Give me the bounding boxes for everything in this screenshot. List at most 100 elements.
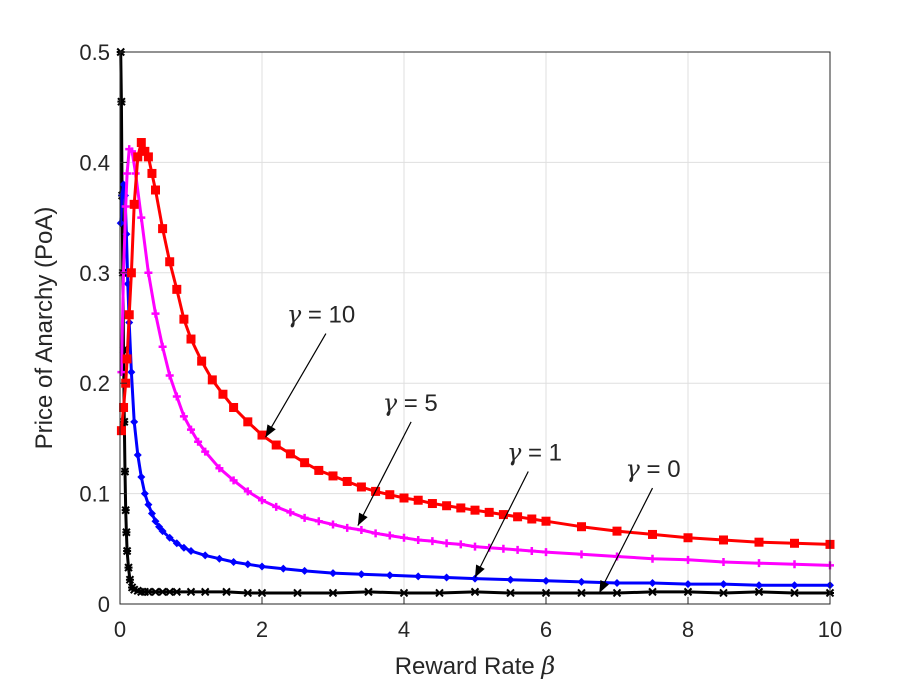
data-point bbox=[683, 533, 693, 543]
data-point bbox=[222, 587, 231, 597]
x-tick-label: 10 bbox=[818, 617, 842, 642]
data-point bbox=[117, 368, 126, 377]
data-point bbox=[577, 577, 586, 586]
data-point bbox=[140, 489, 149, 498]
data-point bbox=[542, 576, 550, 585]
data-point bbox=[527, 514, 537, 524]
data-point bbox=[719, 588, 728, 598]
data-point bbox=[257, 430, 267, 440]
data-point bbox=[258, 496, 266, 505]
data-point bbox=[197, 356, 207, 366]
data-point bbox=[116, 219, 125, 228]
data-point bbox=[201, 447, 210, 456]
data-point bbox=[186, 334, 196, 344]
data-point bbox=[257, 588, 267, 598]
data-point bbox=[357, 570, 366, 579]
data-point bbox=[719, 580, 728, 589]
data-point bbox=[399, 493, 409, 503]
data-point bbox=[541, 516, 551, 526]
data-point bbox=[229, 558, 238, 567]
data-point bbox=[329, 520, 337, 529]
data-point bbox=[456, 503, 466, 513]
data-point bbox=[400, 533, 408, 542]
x-tick-label: 6 bbox=[540, 617, 552, 642]
data-point bbox=[755, 559, 763, 568]
data-point bbox=[229, 402, 239, 412]
data-point bbox=[314, 465, 324, 475]
data-point bbox=[271, 440, 281, 450]
y-tick-label: 0.4 bbox=[79, 150, 110, 175]
data-point bbox=[684, 580, 692, 589]
annotation-arrow-head bbox=[599, 580, 610, 593]
data-point bbox=[329, 569, 337, 578]
x-tick-label: 4 bbox=[398, 617, 410, 642]
data-point bbox=[300, 513, 309, 522]
data-point bbox=[498, 510, 508, 520]
data-point bbox=[328, 471, 338, 481]
data-point bbox=[683, 587, 693, 597]
data-point bbox=[144, 587, 153, 597]
x-tick-label: 0 bbox=[114, 617, 126, 642]
data-point bbox=[243, 560, 252, 569]
y-tick-label: 0.1 bbox=[79, 482, 110, 507]
annotation-label: γ = 0 bbox=[626, 455, 681, 483]
data-point bbox=[215, 464, 224, 473]
data-point bbox=[293, 588, 302, 598]
data-point bbox=[201, 551, 210, 560]
data-point bbox=[286, 508, 295, 517]
data-point bbox=[117, 97, 126, 106]
data-point bbox=[172, 539, 181, 548]
data-point bbox=[470, 505, 480, 515]
y-tick-label: 0.5 bbox=[79, 40, 110, 65]
x-tick-label: 8 bbox=[682, 617, 694, 642]
data-point bbox=[124, 563, 133, 572]
data-point bbox=[684, 555, 692, 564]
data-point bbox=[577, 550, 586, 559]
data-point bbox=[123, 169, 132, 178]
x-axis-label: Reward Rate β bbox=[395, 652, 556, 680]
data-point bbox=[122, 546, 132, 556]
x-axis-label-symbol: β bbox=[540, 652, 555, 680]
data-point bbox=[612, 588, 622, 598]
data-point bbox=[612, 526, 622, 536]
data-point bbox=[527, 547, 536, 556]
data-point bbox=[342, 476, 352, 486]
y-tick-label: 0.2 bbox=[79, 371, 110, 396]
data-point bbox=[151, 185, 160, 195]
data-point bbox=[428, 537, 437, 546]
data-point bbox=[414, 535, 423, 544]
annotation-label: γ = 10 bbox=[287, 300, 355, 328]
data-point bbox=[179, 412, 188, 421]
data-point bbox=[427, 499, 437, 509]
data-point bbox=[754, 587, 764, 597]
data-point bbox=[158, 224, 168, 234]
data-point bbox=[513, 545, 522, 554]
data-point bbox=[719, 535, 728, 545]
annotation-label: γ = 1 bbox=[507, 438, 562, 466]
data-point bbox=[541, 588, 551, 598]
plot-area bbox=[120, 52, 830, 604]
data-point bbox=[314, 517, 323, 526]
data-point bbox=[577, 522, 586, 532]
data-point bbox=[385, 571, 394, 580]
data-point bbox=[414, 572, 423, 581]
data-point bbox=[122, 528, 131, 537]
data-point bbox=[300, 458, 310, 468]
data-point bbox=[413, 495, 423, 505]
annotations: γ = 10 γ = 5 γ = 1 γ = 0 bbox=[265, 300, 681, 594]
data-point bbox=[442, 539, 451, 548]
data-point bbox=[165, 587, 174, 597]
data-point bbox=[435, 588, 444, 598]
data-point bbox=[506, 588, 515, 598]
ticks: 0 2 4 6 8 10 0 0.1 0.2 0.3 0.4 0.5 bbox=[79, 40, 842, 642]
annotation-arrow-head bbox=[475, 564, 485, 578]
data-point bbox=[194, 437, 203, 446]
data-point bbox=[279, 564, 288, 573]
data-point bbox=[179, 314, 189, 324]
data-point bbox=[357, 526, 366, 535]
data-point bbox=[200, 587, 210, 597]
data-point bbox=[442, 501, 452, 511]
data-point bbox=[577, 588, 586, 598]
annotation-label: γ = 5 bbox=[383, 389, 438, 417]
